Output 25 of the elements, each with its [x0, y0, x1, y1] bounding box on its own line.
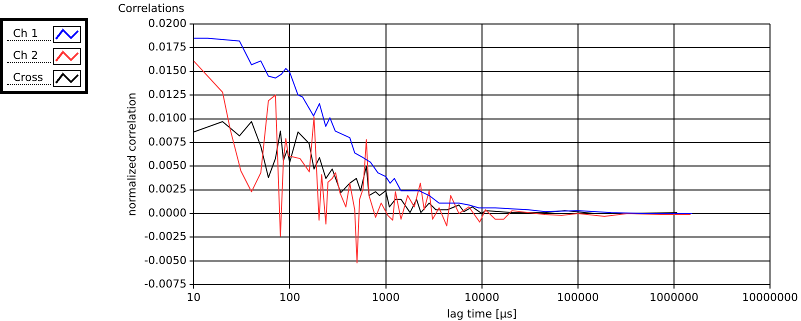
- legend-label: Ch 1: [7, 27, 51, 41]
- x-tick-label: 100000: [556, 291, 599, 304]
- y-tick-label: 0.0125: [148, 88, 187, 101]
- x-tick-label: 10000: [464, 291, 500, 304]
- x-tick-label: 100: [279, 291, 300, 304]
- y-tick-label: 0.0150: [148, 64, 187, 78]
- x-tick-label: 1000000: [649, 291, 698, 304]
- y-tick-label: 0.0000: [148, 206, 187, 220]
- y-tick-label: 0.0175: [148, 40, 187, 54]
- y-tick-label: 0.0025: [148, 182, 187, 196]
- chart-title: Correlations: [118, 2, 184, 15]
- x-axis-title: lag time [µs]: [446, 307, 517, 320]
- y-tick-label: -0.0050: [144, 254, 187, 267]
- y-tick-label: -0.0025: [144, 230, 187, 244]
- legend-label: Cross: [7, 71, 51, 85]
- x-tick-label: 10000000: [742, 291, 798, 304]
- y-tick-label: 0.0200: [148, 16, 187, 30]
- x-tick-label: 1000: [372, 291, 400, 304]
- y-tick-label: -0.0075: [144, 277, 187, 290]
- y-axis-title: normalized correlation: [125, 92, 138, 216]
- y-tick-label: 0.0100: [148, 112, 187, 125]
- x-tick-label: 10: [186, 291, 201, 304]
- y-tick-label: 0.0050: [148, 159, 187, 172]
- legend-label: Ch 2: [7, 49, 51, 63]
- y-tick-label: 0.0075: [148, 135, 187, 148]
